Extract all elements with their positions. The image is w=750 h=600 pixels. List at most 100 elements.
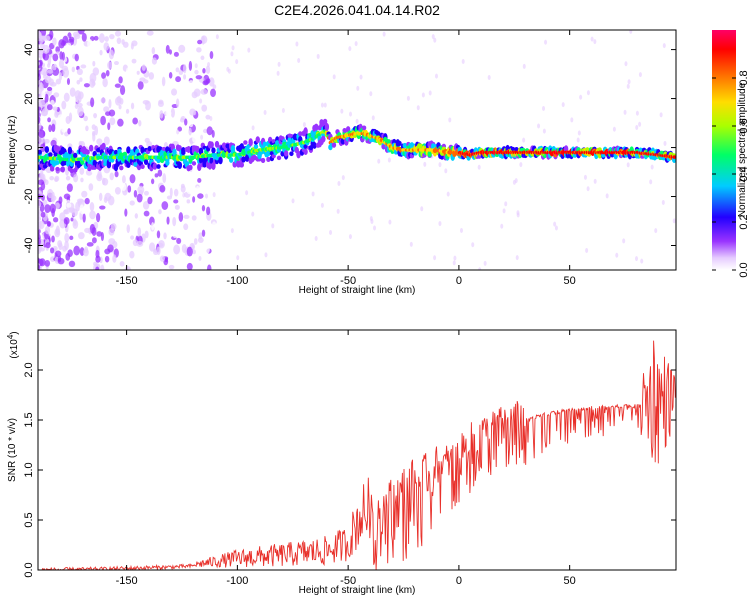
noise-speck [186, 246, 193, 257]
ridge-blob [376, 131, 381, 137]
noise-speck [67, 128, 71, 135]
noise-speck [119, 85, 126, 96]
noise-speck [576, 137, 580, 143]
noise-speck [139, 32, 144, 39]
noise-speck [41, 194, 45, 201]
ridge-blob [147, 145, 152, 152]
noise-speck [194, 69, 199, 75]
noise-speck [208, 77, 215, 87]
ridge-blob [198, 157, 204, 164]
ridge-blob [214, 155, 220, 161]
noise-speck [191, 244, 195, 250]
noise-speck [205, 114, 211, 120]
noise-speck [38, 80, 41, 85]
noise-speck [73, 218, 77, 226]
noise-speck [164, 257, 169, 263]
noise-speck [193, 238, 198, 245]
noise-speck [586, 186, 590, 192]
noise-speck [446, 191, 450, 197]
spectrogram-panel: -150 -100 -50 0 50 -40 -20 0 20 40 Height of stra… [7, 29, 677, 296]
ridge-blob [427, 150, 432, 158]
noise-speck [68, 260, 76, 268]
noise-speck [58, 59, 65, 69]
ridge-blob [303, 144, 308, 149]
noise-speck [109, 34, 115, 40]
noise-speck [504, 201, 508, 207]
chart-title: C2E4.2026.041.04.14.R02 [274, 2, 440, 18]
noise-speck [112, 240, 118, 249]
noise-speck [44, 260, 51, 267]
noise-speck [199, 98, 203, 104]
noise-speck [169, 187, 173, 198]
noise-speck [340, 108, 344, 114]
spectrogram-xtick-label: -50 [340, 275, 356, 287]
noise-speck [38, 179, 45, 186]
noise-speck [206, 126, 213, 136]
noise-speck [47, 221, 52, 227]
noise-speck [163, 232, 167, 240]
noise-speck [96, 212, 101, 223]
noise-speck [130, 235, 135, 240]
noise-speck [41, 90, 46, 100]
noise-speck [52, 106, 58, 111]
snr-ytick-label: 1.5 [23, 412, 35, 427]
noise-speck [198, 232, 203, 240]
noise-speck [76, 68, 83, 76]
noise-speck [205, 193, 209, 199]
ridge-blob [601, 153, 606, 158]
ridge-blob [87, 166, 92, 172]
ridge-blob [191, 161, 197, 166]
noise-speck [193, 110, 197, 116]
ridge-blob [239, 143, 245, 150]
noise-speck [66, 78, 70, 86]
noise-speck [159, 184, 166, 193]
noise-speck [459, 227, 463, 233]
ridge-blob [177, 161, 182, 168]
noise-speck [207, 264, 212, 270]
noise-speck [157, 169, 163, 177]
noise-speck [101, 72, 107, 79]
noise-speck [103, 106, 110, 113]
noise-speck [80, 64, 87, 69]
noise-speck [195, 75, 203, 80]
noise-speck [98, 33, 105, 43]
noise-speck [320, 202, 324, 208]
noise-speck [132, 124, 139, 130]
noise-speck [175, 67, 180, 73]
noise-speck [236, 255, 240, 261]
noise-speck [201, 104, 208, 112]
noise-speck [53, 92, 60, 98]
ridge-blob [514, 147, 519, 152]
noise-speck [74, 53, 79, 62]
noise-speck [181, 243, 187, 253]
noise-speck [100, 264, 105, 270]
noise-speck [146, 141, 153, 148]
noise-speck [577, 130, 581, 136]
snr-xtick-label: -150 [116, 575, 138, 587]
noise-speck [650, 164, 654, 170]
colorbar-label: Normalized spectral amplitude [737, 82, 748, 217]
noise-speck [151, 47, 156, 55]
noise-speck [500, 223, 504, 229]
noise-speck [230, 51, 234, 57]
noise-speck [100, 115, 106, 126]
noise-speck [64, 232, 70, 243]
noise-speck [635, 256, 639, 262]
ridge-blob [289, 151, 294, 157]
noise-speck [133, 190, 138, 198]
noise-speck [171, 184, 177, 191]
noise-speck [54, 250, 62, 258]
noise-speck [202, 68, 206, 74]
noise-speck [49, 175, 55, 181]
noise-speck [96, 138, 103, 145]
noise-speck [181, 201, 186, 208]
noise-speck [104, 36, 109, 42]
snr-panel: -150 -100 -50 0 50 0.0 0.5 1.0 1.5 2.0 Height of … [6, 329, 677, 596]
noise-speck [142, 79, 149, 84]
noise-speck [52, 37, 57, 46]
noise-speck [39, 35, 46, 42]
noise-speck [55, 225, 60, 236]
noise-speck [72, 97, 76, 107]
noise-speck [47, 117, 51, 123]
